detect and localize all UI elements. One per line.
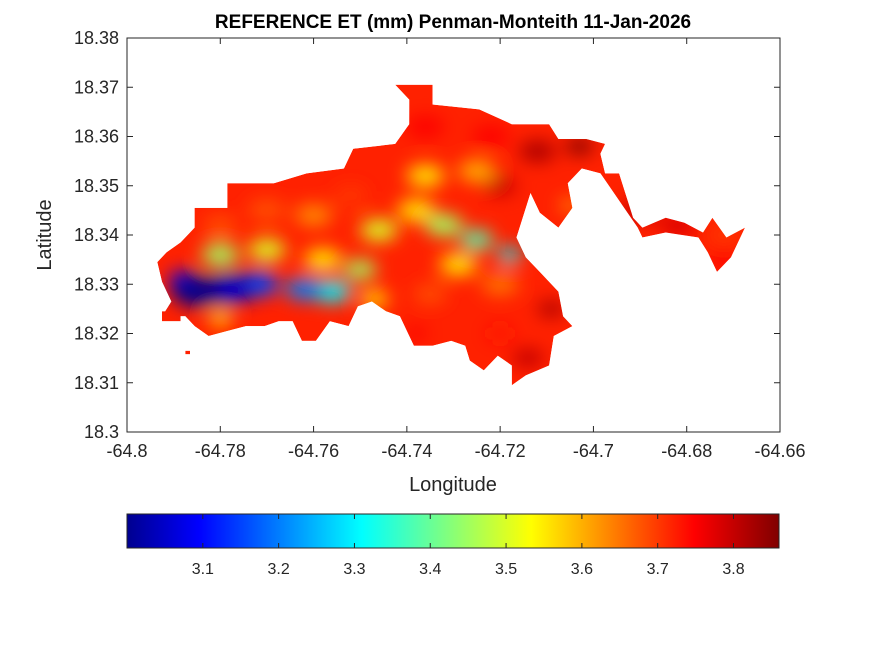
- colorbar-tick-label: 3.5: [495, 561, 517, 578]
- et-sample: [343, 260, 377, 279]
- et-sample: [313, 280, 351, 303]
- colorbar-ticks: 3.1 3.2 3.3 3.4 3.5 3.6 3.7 3.8: [192, 514, 745, 578]
- colorbar-gradient: [127, 514, 779, 548]
- et-sample: [248, 199, 286, 222]
- et-sample: [360, 219, 398, 241]
- et-sample: [565, 138, 594, 155]
- et-sample: [483, 176, 517, 196]
- y-axis-ticks: 18.3 18.31 18.32 18.33 18.34 18.35 18.36 18.37 1…: [74, 28, 780, 442]
- et-sample: [404, 326, 428, 341]
- et-sample: [486, 325, 515, 342]
- y-axis-label: Latitude: [34, 199, 56, 270]
- y-tick-label: 18.31: [74, 373, 119, 393]
- et-sample: [406, 115, 445, 138]
- x-tick-label: -64.76: [288, 441, 339, 461]
- colorbar-tick-label: 3.3: [343, 561, 365, 578]
- et-sample: [497, 247, 522, 262]
- et-sample: [397, 199, 435, 222]
- et-sample: [294, 204, 333, 227]
- et-surface: [157, 84, 746, 386]
- et-sample: [425, 214, 463, 236]
- et-sample: [204, 215, 237, 235]
- x-tick-label: -64.68: [661, 441, 712, 461]
- y-tick-label: 18.36: [74, 127, 119, 147]
- et-sample: [334, 186, 368, 206]
- land-mask: [157, 84, 746, 386]
- x-tick-label: -64.78: [195, 441, 246, 461]
- et-contours: [169, 115, 741, 368]
- colorbar-tick-label: 3.2: [268, 561, 290, 578]
- colorbar-tick-label: 3.8: [722, 561, 744, 578]
- et-sample: [472, 125, 510, 148]
- et-sample: [304, 248, 342, 271]
- et-sample: [481, 273, 519, 296]
- et-sample: [285, 278, 323, 301]
- x-tick-label: -64.7: [573, 441, 614, 461]
- et-sample: [208, 311, 232, 326]
- chart-title: REFERENCE ET (mm) Penman-Monteith 11-Jan…: [215, 12, 691, 33]
- et-sample: [439, 253, 477, 276]
- et-sample: [201, 243, 239, 266]
- y-tick-label: 18.32: [74, 324, 119, 344]
- et-sample: [171, 276, 223, 307]
- y-tick-label: 18.3: [84, 422, 119, 442]
- x-tick-label: -64.74: [381, 441, 432, 461]
- y-tick-label: 18.38: [74, 28, 119, 48]
- et-sample: [537, 300, 566, 317]
- colorbar-tick-label: 3.4: [419, 561, 441, 578]
- x-tick-label: -64.72: [475, 441, 526, 461]
- et-sample: [413, 284, 447, 304]
- et-sample: [511, 348, 545, 368]
- y-tick-label: 18.37: [74, 77, 119, 97]
- et-sample: [406, 165, 445, 187]
- x-tick-label: -64.8: [106, 441, 147, 461]
- colorbar-tick-label: 3.1: [192, 561, 214, 578]
- colorbar-frame: [126, 513, 780, 549]
- et-sample: [360, 290, 389, 308]
- y-tick-label: 18.35: [74, 176, 119, 196]
- et-sample: [458, 160, 496, 182]
- colorbar-tick-label: 3.6: [571, 561, 593, 578]
- et-sample: [248, 239, 286, 261]
- x-axis-ticks: -64.8 -64.78 -64.76 -64.74 -64.72 -64.7 -64.68…: [106, 38, 806, 461]
- y-tick-label: 18.33: [74, 274, 119, 294]
- x-tick-label: -64.66: [754, 441, 805, 461]
- x-axis-label: Longitude: [409, 474, 497, 496]
- et-sample: [460, 230, 494, 250]
- et-sample: [518, 140, 557, 163]
- colorbar-tick-label: 3.7: [647, 561, 669, 578]
- y-tick-label: 18.34: [74, 225, 119, 245]
